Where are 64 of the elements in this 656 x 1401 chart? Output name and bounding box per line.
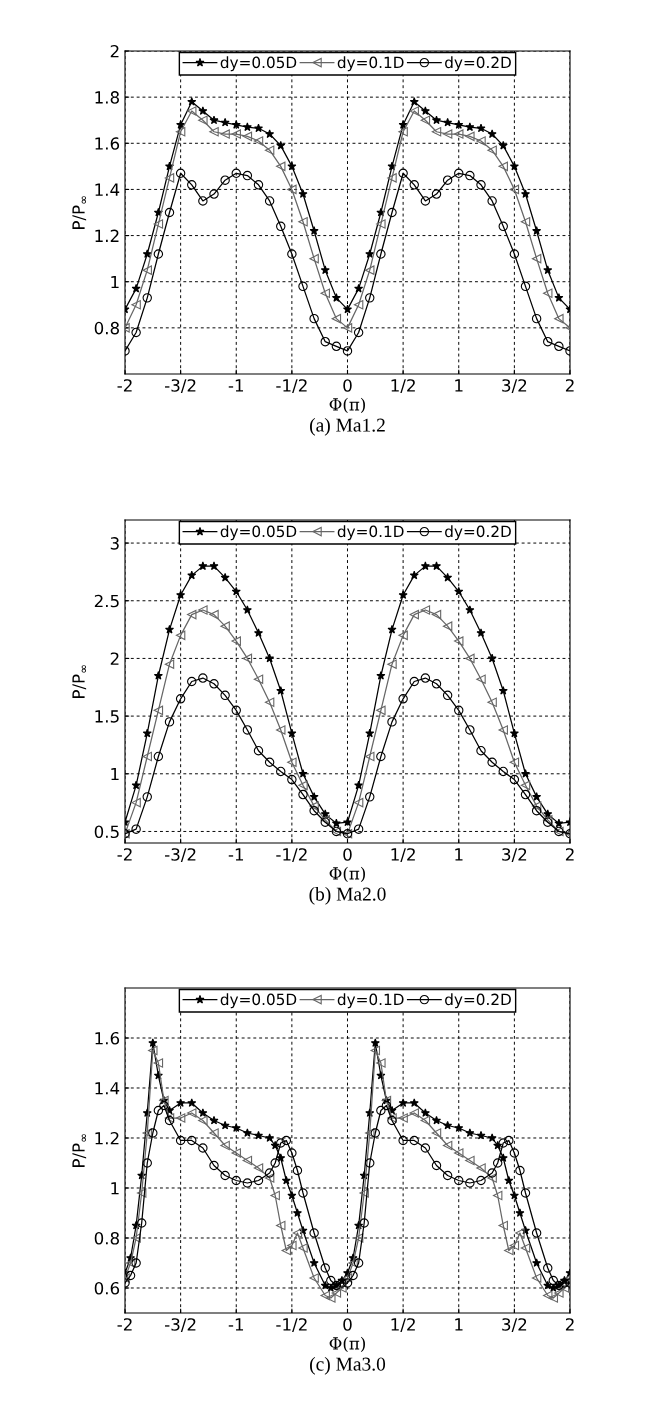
legend-label: dy=0.1D [337, 993, 404, 1009]
y-tick-label: 2 [110, 44, 119, 58]
y-tick-label: 2 [110, 652, 119, 665]
x-tick-label: 3/2 [502, 1318, 527, 1333]
y-tick-label: 1.8 [95, 91, 119, 104]
x-tick-label: -2 [117, 379, 132, 392]
y-axis-title: P/P$_{∞}$ [72, 1134, 87, 1167]
y-tick-label: 1 [111, 767, 119, 781]
legend-label: dy=0.05D [220, 525, 297, 541]
x-tick-label: -1/2 [276, 1318, 307, 1333]
x-tick-label: 0 [343, 1318, 352, 1331]
y-axis-title: P/P$_{∞}$ [72, 196, 87, 229]
y-tick-label: 1 [111, 1182, 119, 1195]
x-tick-label: -2 [117, 848, 132, 861]
x-tick-label: 1/2 [391, 848, 415, 863]
y-tick-label: 1 [111, 275, 119, 289]
y-tick-label: 0.5 [94, 825, 119, 839]
text: (b) Ma2.0 [309, 887, 386, 905]
x-tick-label: 1 [455, 848, 463, 861]
x-tick-label: 3/2 [502, 379, 527, 394]
legend-label: dy=0.1D [337, 56, 404, 72]
x-axis-title: Φ(π) [329, 866, 365, 883]
x-tick-label: -3/2 [165, 848, 196, 863]
y-tick-label: 1.2 [95, 229, 119, 242]
x-axis-title: Φ(π) [329, 1336, 365, 1353]
y-tick-label: 1.5 [95, 710, 119, 723]
x-tick-label: 2 [565, 379, 574, 392]
y-tick-label: 0.8 [94, 321, 119, 335]
legend-label: dy=0.2D [445, 525, 511, 541]
legend-label: dy=0.2D [445, 56, 511, 72]
x-tick-label: 1/2 [391, 1318, 415, 1333]
legend-label: dy=0.05D [220, 56, 297, 72]
y-tick-label: 1.6 [95, 1031, 120, 1045]
x-tick-label: -1/2 [276, 379, 307, 394]
y-tick-label: 0.6 [94, 1281, 120, 1295]
legend-label: dy=0.1D [337, 525, 404, 541]
x-axis-title: Φ(π) [329, 397, 365, 414]
x-tick-label: 3/2 [502, 848, 527, 863]
x-tick-label: -1 [228, 848, 244, 861]
legend-label: dy=0.2D [445, 993, 511, 1009]
text: (c) Ma3.0 [310, 1357, 386, 1375]
x-tick-label: -2 [117, 1318, 132, 1331]
x-tick-label: 1 [455, 379, 463, 392]
x-tick-label: 1 [455, 1318, 463, 1331]
x-tick-label: 0 [343, 848, 352, 861]
x-tick-label: 2 [565, 848, 574, 861]
y-tick-label: 1.4 [95, 183, 120, 196]
x-tick-label: -1/2 [276, 848, 307, 863]
y-axis-title: P/P$_{∞}$ [72, 665, 87, 698]
x-tick-label: -3/2 [165, 379, 196, 394]
text: (a) Ma1.2 [310, 418, 385, 436]
x-tick-label: -1 [228, 379, 244, 392]
y-tick-label: 3 [110, 537, 119, 550]
x-tick-label: -3/2 [165, 1318, 196, 1333]
x-tick-label: 1/2 [391, 379, 415, 394]
x-tick-label: 2 [565, 1318, 574, 1331]
legend-label: dy=0.05D [220, 993, 297, 1009]
x-tick-label: 0 [343, 379, 352, 392]
y-tick-label: 0.8 [94, 1231, 119, 1245]
y-tick-label: 2.5 [94, 594, 119, 608]
x-tick-label: -1 [228, 1318, 244, 1331]
y-tick-label: 1.2 [95, 1131, 119, 1145]
y-tick-label: 1.4 [95, 1082, 120, 1095]
y-tick-label: 1.6 [95, 137, 120, 150]
